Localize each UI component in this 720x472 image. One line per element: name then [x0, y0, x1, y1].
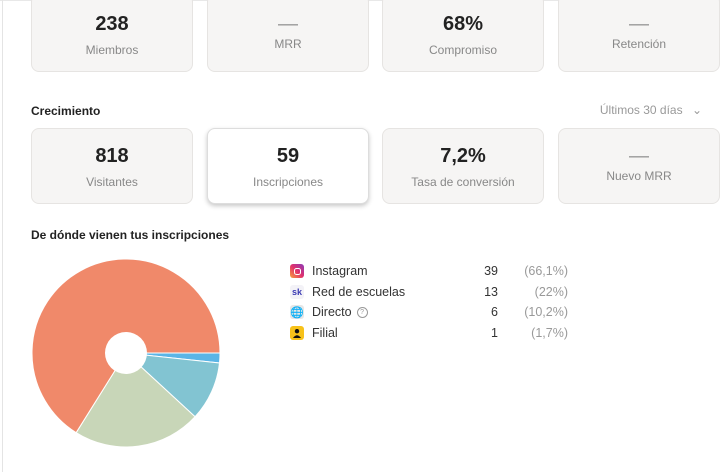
legend-percent: (22%): [534, 284, 568, 299]
stat-card-mrr[interactable]: — MRR: [207, 0, 369, 72]
left-divider: [2, 0, 3, 472]
stat-value: 68%: [442, 13, 484, 35]
legend-percent: (1,7%): [531, 325, 568, 340]
instagram-icon: [290, 264, 304, 279]
stat-label: Retención: [611, 37, 667, 51]
stat-card-new-mrr[interactable]: — Nuevo MRR: [558, 128, 720, 204]
stat-value: 7,2%: [440, 145, 486, 167]
stat-card-engagement[interactable]: 68% Compromiso: [382, 0, 544, 72]
stat-value: 59: [276, 145, 300, 167]
stat-value: —: [278, 13, 298, 35]
stat-label: MRR: [274, 37, 302, 51]
period-value: Últimos 30 días: [599, 103, 683, 117]
stat-card-visitors[interactable]: 818 Visitantes: [31, 128, 193, 204]
legend-item-direct: 🌐 Directo? 6 (10,2%): [290, 302, 580, 323]
sources-legend: Instagram 39 (66,1%) sk Red de escuelas 1…: [290, 261, 580, 343]
legend-count: 6: [491, 305, 498, 320]
stat-label: Inscripciones: [252, 175, 324, 189]
stat-value: —: [629, 145, 649, 167]
sk-network-icon: sk: [290, 284, 304, 299]
stat-value: —: [629, 13, 649, 35]
legend-item-school-network: sk Red de escuelas 13 (22%): [290, 282, 580, 303]
legend-name: Red de escuelas: [312, 284, 406, 299]
legend-percent: (10,2%): [524, 305, 568, 320]
stat-card-signups[interactable]: 59 Inscripciones: [207, 128, 369, 204]
legend-name: Directo: [312, 305, 352, 320]
stat-label: Tasa de conversión: [411, 175, 515, 189]
stat-label: Miembros: [85, 43, 139, 57]
legend-name: Filial: [312, 325, 338, 340]
legend-count: 13: [484, 284, 498, 299]
pie-slice-red-de-escuelas[interactable]: [75, 352, 196, 448]
stat-card-members[interactable]: 238 Miembros: [31, 0, 193, 72]
legend-item-affiliate: Filial 1 (1,7%): [290, 323, 580, 344]
legend-name: Instagram: [312, 264, 368, 279]
pie-hole: [105, 332, 147, 374]
sources-title: De dónde vienen tus inscripciones: [31, 228, 230, 242]
stat-label: Nuevo MRR: [606, 169, 672, 183]
help-icon[interactable]: ?: [356, 306, 368, 318]
globe-icon: 🌐: [290, 305, 304, 320]
chevron-down-icon: ⌄: [691, 103, 702, 117]
legend-count: 1: [491, 325, 498, 340]
stat-card-conversion[interactable]: 7,2% Tasa de conversión: [382, 128, 544, 204]
stat-value: 238: [95, 13, 129, 35]
period-dropdown[interactable]: Últimos 30 días ⌄: [600, 103, 702, 117]
legend-count: 39: [484, 264, 498, 279]
stat-label: Visitantes: [86, 175, 138, 189]
person-icon: [290, 325, 304, 340]
growth-title: Crecimiento: [31, 104, 101, 118]
stat-value: 818: [95, 145, 129, 167]
stat-card-retention[interactable]: — Retención: [558, 0, 720, 72]
legend-percent: (66,1%): [524, 264, 568, 279]
sources-pie-chart: [31, 258, 221, 448]
stat-label: Compromiso: [428, 43, 497, 57]
legend-item-instagram: Instagram 39 (66,1%): [290, 261, 580, 282]
